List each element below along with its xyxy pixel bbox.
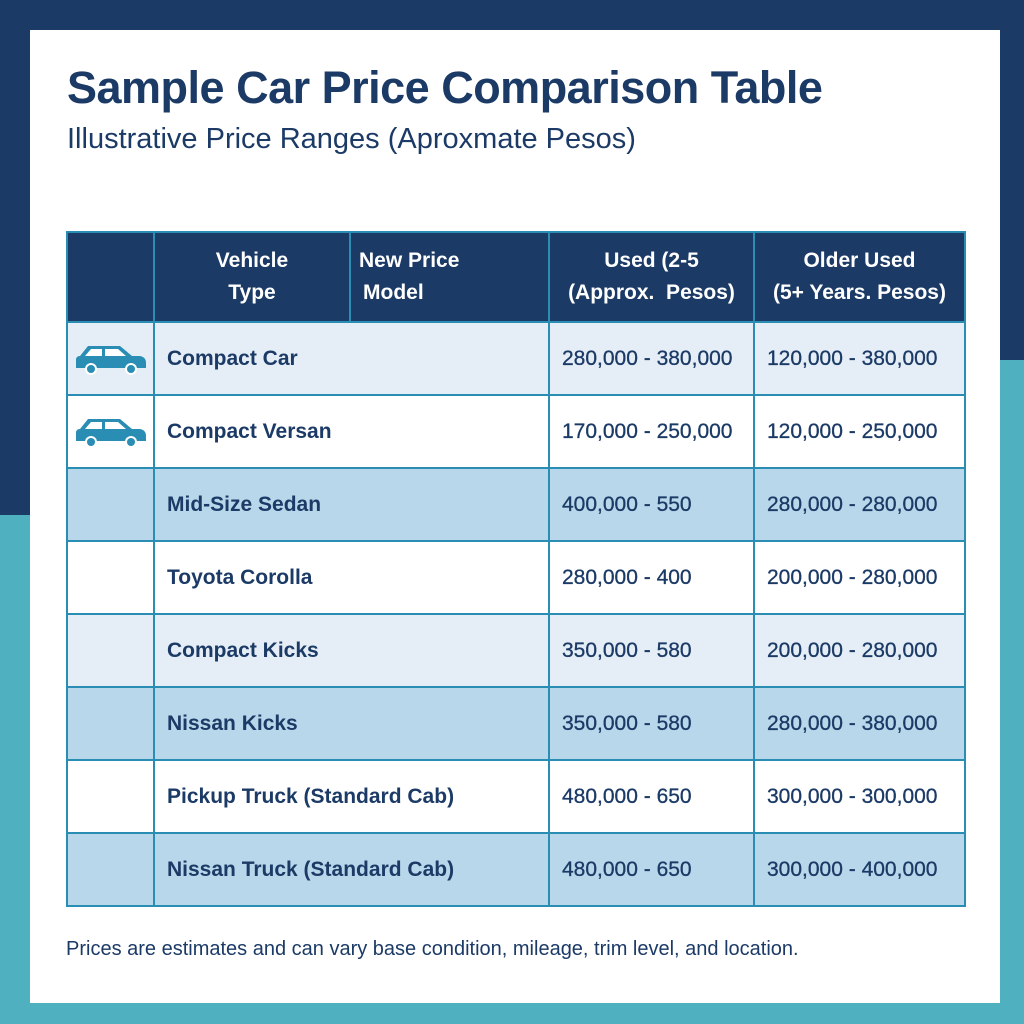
header-line: Used (2-5 bbox=[604, 249, 699, 272]
older-used-price: 200,000 - 280,000 bbox=[753, 540, 966, 615]
icon-cell bbox=[66, 540, 155, 615]
older-used-price: 300,000 - 400,000 bbox=[753, 832, 966, 907]
icon-cell bbox=[66, 832, 155, 907]
used-price: 350,000 - 580 bbox=[548, 686, 755, 761]
table-row: Compact Car 280,000 - 380,000 120,000 - … bbox=[66, 321, 966, 396]
header-icon-column bbox=[66, 231, 155, 323]
vehicle-name: Nissan Truck (Standard Cab) bbox=[153, 832, 550, 907]
price-table: Vehicle Type New Price Model Used (2-5 (App… bbox=[66, 231, 966, 907]
icon-cell bbox=[66, 321, 155, 396]
header-new-price: New Price Model bbox=[349, 231, 550, 323]
page-title: Sample Car Price Comparison Table bbox=[67, 62, 823, 113]
icon-cell bbox=[66, 467, 155, 542]
older-used-price: 280,000 - 280,000 bbox=[753, 467, 966, 542]
table-row: Pickup Truck (Standard Cab) 480,000 - 65… bbox=[66, 759, 966, 834]
header-line: (Approx. Pesos) bbox=[568, 281, 735, 304]
table-header-row: Vehicle Type New Price Model Used (2-5 (App… bbox=[66, 231, 966, 323]
used-price: 480,000 - 650 bbox=[548, 832, 755, 907]
table-row: Toyota Corolla 280,000 - 400 200,000 - 2… bbox=[66, 540, 966, 615]
vehicle-name: Nissan Kicks bbox=[153, 686, 550, 761]
vehicle-name: Mid-Size Sedan bbox=[153, 467, 550, 542]
table-row: Mid-Size Sedan 400,000 - 550 280,000 - 2… bbox=[66, 467, 966, 542]
older-used-price: 280,000 - 380,000 bbox=[753, 686, 966, 761]
icon-cell bbox=[66, 759, 155, 834]
table-row: Nissan Kicks 350,000 - 580 280,000 - 380… bbox=[66, 686, 966, 761]
car-icon bbox=[68, 415, 153, 449]
older-used-price: 300,000 - 300,000 bbox=[753, 759, 966, 834]
icon-cell bbox=[66, 613, 155, 688]
vehicle-name: Compact Car bbox=[153, 321, 550, 396]
used-price: 480,000 - 650 bbox=[548, 759, 755, 834]
header-used: Used (2-5 (Approx. Pesos) bbox=[548, 231, 755, 323]
header-line: Older Used bbox=[803, 249, 916, 272]
icon-cell bbox=[66, 394, 155, 469]
header-line: Vehicle bbox=[215, 249, 289, 272]
vehicle-name: Toyota Corolla bbox=[153, 540, 550, 615]
older-used-price: 200,000 - 280,000 bbox=[753, 613, 966, 688]
car-icon bbox=[68, 342, 153, 376]
header-line: New Price bbox=[359, 249, 460, 272]
header-line: Model bbox=[363, 281, 424, 304]
page-subtitle: Illustrative Price Ranges (Aproxmate Pes… bbox=[67, 123, 636, 155]
vehicle-name: Pickup Truck (Standard Cab) bbox=[153, 759, 550, 834]
vehicle-name: Compact Versan bbox=[153, 394, 550, 469]
header-line: (5+ Years. Pesos) bbox=[773, 281, 946, 304]
used-price: 400,000 - 550 bbox=[548, 467, 755, 542]
used-price: 280,000 - 400 bbox=[548, 540, 755, 615]
table-row: Compact Kicks 350,000 - 580 200,000 - 28… bbox=[66, 613, 966, 688]
header-older-used: Older Used (5+ Years. Pesos) bbox=[753, 231, 966, 323]
vehicle-name: Compact Kicks bbox=[153, 613, 550, 688]
header-line: Type bbox=[228, 281, 276, 304]
header-vehicle-type: Vehicle Type bbox=[153, 231, 351, 323]
icon-cell bbox=[66, 686, 155, 761]
older-used-price: 120,000 - 250,000 bbox=[753, 394, 966, 469]
used-price: 280,000 - 380,000 bbox=[548, 321, 755, 396]
footer-note: Prices are estimates and can vary base c… bbox=[66, 938, 799, 960]
table-row: Nissan Truck (Standard Cab) 480,000 - 65… bbox=[66, 832, 966, 907]
used-price: 170,000 - 250,000 bbox=[548, 394, 755, 469]
used-price: 350,000 - 580 bbox=[548, 613, 755, 688]
table-row: Compact Versan 170,000 - 250,000 120,000… bbox=[66, 394, 966, 469]
older-used-price: 120,000 - 380,000 bbox=[753, 321, 966, 396]
